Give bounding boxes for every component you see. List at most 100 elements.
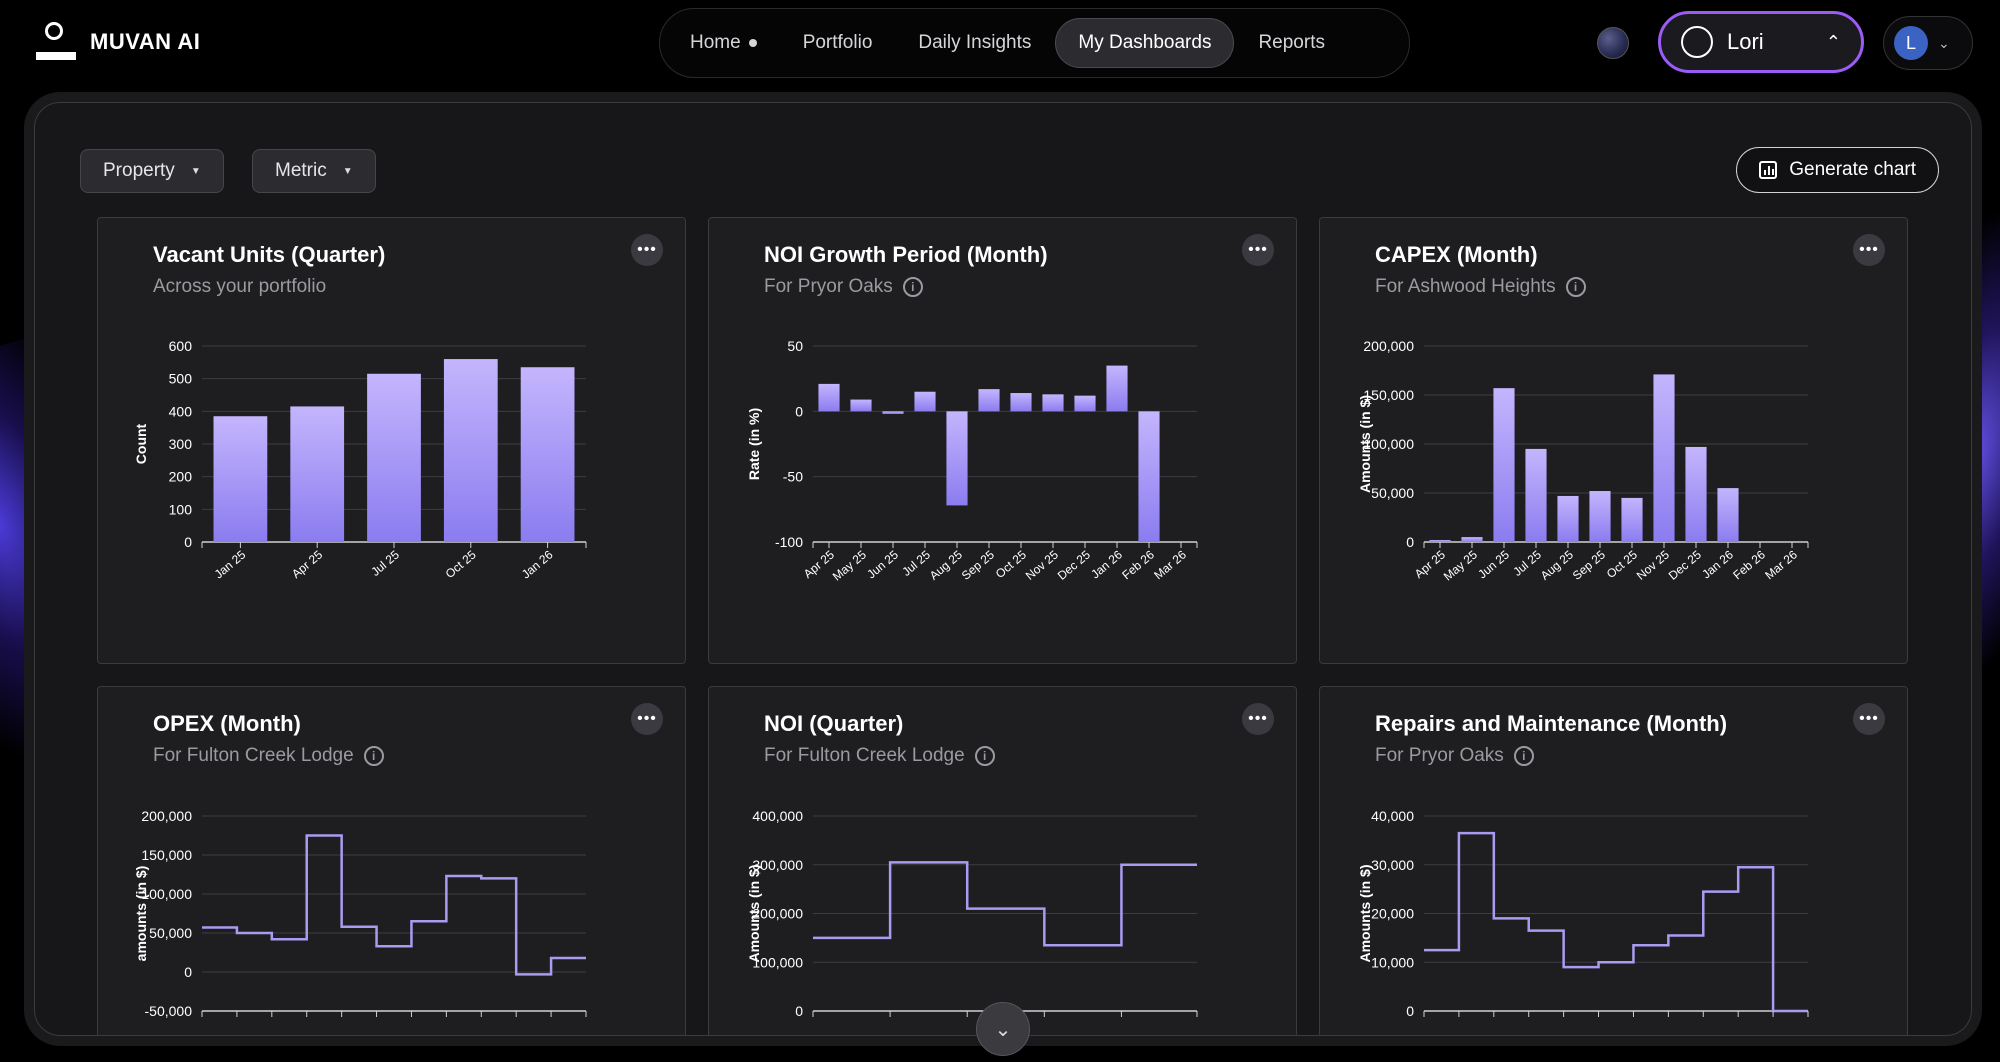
x-tick-label: Jan 26 [1699,547,1736,581]
x-tick-label: Jun 25 [864,547,901,581]
card-subtitle: Across your portfolio [153,276,326,298]
nav-my-dashboards[interactable]: My Dashboards [1055,18,1235,68]
opex-chart: -50,000 0 50,000 100,000 150,000 200,000 amoun… [133,808,587,1019]
bar [850,399,872,412]
bar [1589,491,1611,542]
generate-chart-label: Generate chart [1789,159,1916,180]
y-tick-label: 50 [787,338,803,354]
chart-card-noi-quarter: NOI (Quarter) For Fulton Creek Lodge i ••… [708,686,1297,1035]
y-tick-label: 400 [169,403,193,419]
scroll-down-button[interactable]: ⌄ [976,1002,1030,1056]
nav-my-dashboards-label: My Dashboards [1078,32,1212,53]
chart-card-capex: CAPEX (Month) For Ashwood Heights i ••• 0… [1319,217,1908,664]
y-tick-label: 150,000 [141,847,192,863]
y-tick-label: 50,000 [149,925,192,941]
more-options-button[interactable]: ••• [1242,703,1274,735]
x-tick-label: Mar 26 [1151,547,1189,582]
y-tick-label: 0 [1406,534,1414,550]
y-axis-label: Count [133,423,149,464]
y-tick-label: 10,000 [1371,954,1414,970]
x-tick-label: Oct 25 [1604,547,1640,581]
card-subtitle-text: For Ashwood Heights [1375,276,1556,297]
more-options-button[interactable]: ••• [1853,234,1885,266]
bar [946,411,968,506]
y-tick-label: 200,000 [752,906,803,922]
noi-quarter-chart: 0 100,000 200,000 300,000 400,000 Amounts (in… [746,808,1198,1019]
nav-portfolio[interactable]: Portfolio [781,18,895,68]
brand[interactable]: MUVAN AI [36,22,200,62]
nav-home[interactable]: Home [668,18,779,68]
y-tick-label: -50,000 [145,1003,193,1019]
x-tick-label: May 25 [830,547,869,583]
card-subtitle: For Pryor Oaks i [764,276,923,298]
bar [978,389,1000,412]
user-switcher[interactable]: Lori ⌃ [1658,11,1864,73]
notification-dot-icon [748,39,757,47]
y-tick-label: 0 [184,534,192,550]
bar [1525,448,1547,542]
chevron-down-icon: ⌄ [1938,34,1950,51]
brand-logo-icon [36,22,76,62]
bar [213,416,268,542]
info-icon[interactable]: i [902,277,923,297]
property-filter[interactable]: Property ▼ [80,149,224,193]
property-filter-label: Property [103,160,175,181]
y-tick-label: 400,000 [752,808,803,824]
generate-chart-button[interactable]: Generate chart [1736,147,1939,193]
y-tick-label: 300,000 [752,857,803,873]
account-menu[interactable]: L ⌄ [1883,16,1973,70]
bar [1010,393,1032,412]
info-icon[interactable]: i [1513,746,1534,766]
y-tick-label: 200,000 [141,808,192,824]
x-tick-label: Jan 25 [212,547,249,581]
caret-down-icon: ▼ [342,165,353,177]
more-options-button[interactable]: ••• [631,703,663,735]
x-tick-label: Nov 25 [1634,547,1672,582]
info-icon[interactable]: i [363,746,384,766]
x-tick-label: Jul 25 [368,547,402,579]
bar [367,373,421,542]
card-title: NOI (Quarter) [764,711,904,736]
bar [914,391,936,412]
bar [1717,488,1739,542]
user-circle-icon [1681,26,1713,58]
x-tick-label: Dec 25 [1055,547,1093,582]
card-subtitle: For Fulton Creek Lodge i [764,745,995,767]
bar [520,367,575,542]
more-options-button[interactable]: ••• [1242,234,1274,266]
brand-name: MUVAN AI [90,29,201,54]
more-options-button[interactable]: ••• [631,234,663,266]
info-icon[interactable]: i [1565,277,1586,297]
x-tick-label: Jan 26 [519,547,556,581]
x-tick-label: Oct 25 [993,547,1029,581]
bar [882,411,904,414]
bar [1653,374,1675,542]
x-tick-label: Apr 25 [289,547,325,581]
y-tick-label: -50 [783,469,803,485]
card-title: Repairs and Maintenance (Month) [1375,711,1728,736]
x-tick-label: Feb 26 [1119,547,1157,582]
chart-card-opex: OPEX (Month) For Fulton Creek Lodge i •••… [97,686,686,1035]
nav-daily-insights[interactable]: Daily Insights [896,18,1053,68]
x-tick-label: Mar 26 [1762,547,1800,582]
metric-filter-label: Metric [275,160,327,181]
y-tick-label: 200,000 [1363,338,1414,354]
assistant-orb-icon[interactable] [1597,27,1629,59]
info-icon[interactable]: i [974,746,995,766]
nav-reports[interactable]: Reports [1236,18,1347,68]
chart-icon [1759,161,1778,179]
series-line [1424,831,1808,1013]
metric-filter[interactable]: Metric ▼ [252,149,376,193]
more-options-button[interactable]: ••• [1853,703,1885,735]
avatar: L [1894,26,1928,60]
chart-card-repairs: Repairs and Maintenance (Month) For Pryo… [1319,686,1908,1035]
card-subtitle: For Ashwood Heights i [1375,276,1586,298]
y-tick-label: 100,000 [141,886,192,902]
repairs-chart: 0 10,000 20,000 30,000 40,000 Amounts (in $) [1357,808,1809,1019]
card-title: CAPEX (Month) [1375,242,1538,267]
capex-chart: 0 50,000 100,000 150,000 200,000 Amounts (in … [1357,338,1809,584]
bar [1106,365,1128,412]
y-axis-label: Amounts (in $) [746,865,762,963]
main-nav: Home Portfolio Daily Insights My Dashboa… [659,8,1410,78]
